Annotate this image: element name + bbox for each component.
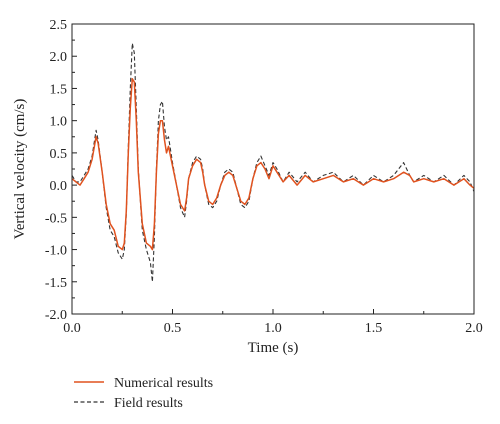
x-tick-label: 0.5	[164, 321, 182, 336]
legend-label: Field results	[114, 396, 183, 411]
y-tick-label: 1.5	[50, 82, 68, 97]
y-tick-label: -2.0	[45, 308, 67, 323]
y-tick-label: 2.5	[50, 18, 68, 33]
series-layer	[71, 42, 475, 283]
x-tick-label: 0.0	[63, 321, 81, 336]
legend-label: Numerical results	[114, 376, 213, 391]
y-tick-label: -0.5	[45, 211, 67, 226]
x-tick-label: 1.5	[365, 321, 383, 336]
series-line-numerical	[71, 78, 475, 251]
y-tick-label: 1.0	[50, 115, 68, 130]
y-tick-label: -1.0	[45, 244, 67, 259]
plot-frame	[71, 23, 475, 315]
x-axis-label: Time (s)	[248, 340, 299, 356]
x-tick-label: 2.0	[465, 321, 483, 336]
y-tick-label: -1.5	[45, 276, 67, 291]
x-axis-ticks: 0.0 0.5 1.0 1.5 2.0	[63, 309, 483, 336]
y-tick-label: 0.0	[50, 179, 68, 194]
y-axis-label: Vertical velocity (cm/s)	[12, 99, 28, 240]
legend: Numerical results Field results	[74, 376, 213, 411]
y-tick-label: 0.5	[50, 147, 68, 162]
series-line-field	[71, 42, 475, 283]
x-tick-label: 1.0	[264, 321, 282, 336]
y-tick-label: 2.0	[50, 50, 68, 65]
y-axis-ticks: -2.0 -1.5 -1.0 -0.5 0.0 0.5 1.0 1.5 2.0 2.5	[45, 18, 77, 323]
